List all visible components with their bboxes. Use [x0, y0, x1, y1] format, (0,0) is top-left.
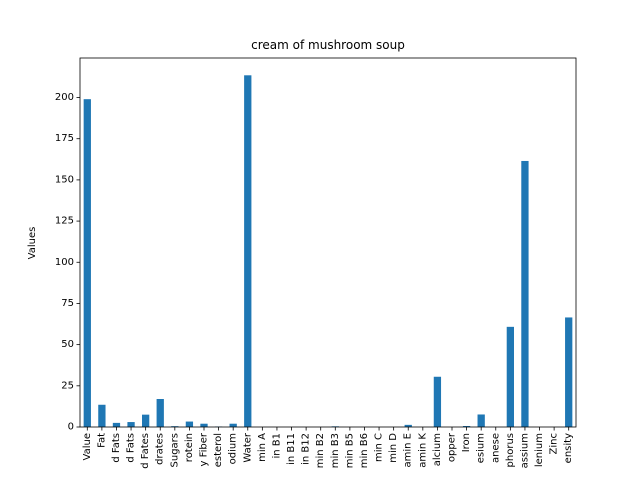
- x-tick-label: ensity: [563, 433, 574, 463]
- bar: [229, 423, 237, 427]
- x-tick-label: rotein: [184, 433, 195, 462]
- x-tick-label: in B12: [301, 433, 312, 465]
- x-tick-label: d Fats: [126, 433, 137, 463]
- x-tick-label: d Fats: [111, 433, 122, 463]
- x-tick-label: amin K: [417, 433, 428, 468]
- bar: [404, 424, 412, 427]
- y-tick-label: 75: [61, 298, 74, 309]
- x-tick-label: Fat: [96, 433, 107, 448]
- y-tick-label: 125: [55, 216, 74, 227]
- x-tick-label: amin E: [403, 433, 414, 467]
- x-tick-label: lenium: [534, 433, 545, 467]
- x-tick-label: in B11: [286, 433, 297, 465]
- x-tick-label: min B3: [330, 433, 341, 468]
- bar: [244, 75, 252, 428]
- x-tick-label: Water: [242, 432, 253, 462]
- y-ticks-group: 0 25 50 75 100 125 150 175 200: [55, 92, 80, 433]
- x-tick-label: min B6: [359, 433, 370, 468]
- bar: [462, 426, 471, 427]
- x-tick-label: drates: [155, 433, 166, 465]
- bar: [506, 326, 514, 427]
- x-tick-label: Zinc: [549, 433, 560, 454]
- y-tick-label: 25: [61, 380, 74, 391]
- y-tick-label: 175: [55, 133, 74, 144]
- y-tick-label: 0: [68, 422, 74, 433]
- bar: [477, 414, 485, 427]
- bar: [127, 422, 135, 427]
- x-tick-label: Sugars: [169, 433, 180, 467]
- bar: [98, 404, 106, 427]
- x-tick-label: alcium: [432, 433, 443, 466]
- x-tick-label: Value: [82, 433, 93, 460]
- x-tick-label: odium: [228, 433, 239, 464]
- bar: [433, 376, 442, 427]
- y-tick-label: 150: [55, 174, 74, 185]
- x-tick-label: esium: [476, 433, 487, 463]
- x-tick-label: min B5: [344, 433, 355, 468]
- y-tick-label: 100: [55, 257, 74, 268]
- x-tick-label: min A: [257, 433, 268, 462]
- bar: [83, 99, 91, 428]
- x-tick-label: y Fiber: [199, 432, 210, 466]
- bar: [156, 399, 164, 427]
- y-tick-label: 50: [61, 339, 74, 350]
- bar: [565, 317, 573, 427]
- x-tick-label: in B1: [271, 433, 282, 459]
- x-ticks-group: Value Fat d Fats d Fats d Fates drates Sugars r…: [82, 427, 574, 469]
- x-tick-label: phorus: [505, 433, 516, 467]
- x-tick-label: anese: [490, 433, 501, 463]
- bar: [142, 414, 150, 427]
- y-axis-label: Values: [27, 227, 38, 260]
- y-tick-label: 200: [55, 92, 74, 103]
- x-tick-label: opper: [447, 432, 458, 462]
- x-tick-label: assium: [519, 433, 530, 468]
- x-tick-label: Iron: [461, 433, 472, 452]
- x-tick-label: esterol: [213, 433, 224, 467]
- bar: [112, 422, 121, 427]
- bar: [521, 160, 529, 427]
- bar: [171, 426, 179, 427]
- x-tick-label: d Fates: [140, 433, 151, 469]
- x-tick-label: min D: [388, 433, 399, 463]
- plot-frame: [79, 57, 577, 428]
- bars-group: [83, 75, 573, 428]
- x-tick-label: min B2: [315, 433, 326, 468]
- x-tick-label: min C: [374, 433, 385, 462]
- bar: [200, 423, 208, 427]
- chart-title: cream of mushroom soup: [251, 38, 405, 52]
- bar: [185, 421, 194, 427]
